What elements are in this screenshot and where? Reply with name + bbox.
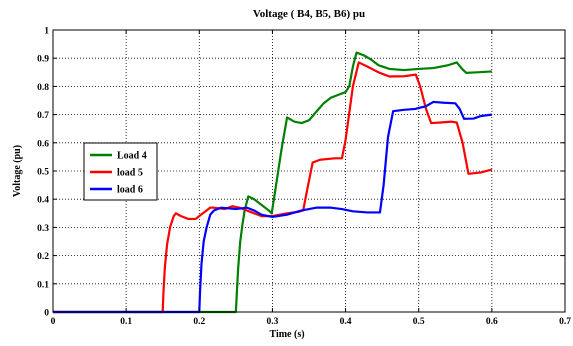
legend-label: Load 4 <box>117 151 147 162</box>
series-layer <box>53 51 493 314</box>
x-axis-label: Time (s) <box>269 329 304 340</box>
x-tick-label: 0 <box>51 317 56 327</box>
y-tick-label: 0.1 <box>37 280 49 290</box>
x-tick-label: 0.7 <box>559 317 571 327</box>
y-tick-label: 0.5 <box>37 168 49 178</box>
y-tick-label: 0 <box>44 309 49 319</box>
legend-label: load 5 <box>117 168 143 179</box>
legend: Load 4 load 5 load 6 <box>83 142 158 201</box>
x-tick-label: 0.1 <box>120 317 132 327</box>
chart-title: Voltage ( B4, B5, B6) pu <box>253 8 365 20</box>
y-tick-label: 0.4 <box>37 196 49 206</box>
y-tick-label: 0.9 <box>37 55 49 65</box>
y-axis-label: Voltage (pu) <box>12 145 23 197</box>
x-tick-label: 0.5 <box>413 317 425 327</box>
y-tick-label: 0.6 <box>37 139 49 149</box>
x-tick-label: 0.6 <box>486 317 498 327</box>
y-tick-label: 1 <box>44 27 49 37</box>
x-tick-label: 0.4 <box>340 317 352 327</box>
x-tick-label: 0.2 <box>193 317 205 327</box>
y-tick-label: 0.3 <box>37 224 49 234</box>
grid-layer <box>53 30 565 312</box>
series-line-load-6 <box>53 100 493 314</box>
series-line-load-4 <box>53 51 492 314</box>
y-tick-label: 0.7 <box>37 111 49 121</box>
legend-label: load 6 <box>117 185 143 196</box>
y-tick-label: 0.2 <box>37 252 49 262</box>
y-tick-label: 0.8 <box>37 83 49 93</box>
tick-layer: 0 0.1 0.2 0.3 0.4 0.5 0.6 0.7 0 0.1 0.2 0.3 0.4 0.5 0.… <box>37 27 571 328</box>
x-tick-label: 0.3 <box>266 317 278 327</box>
